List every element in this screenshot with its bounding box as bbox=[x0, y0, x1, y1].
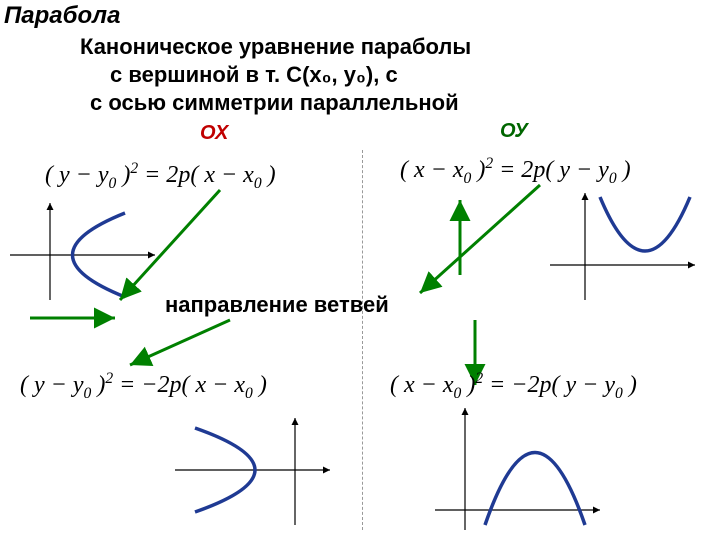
formula-ox-negative: ( y − y0 )2 = −2p( x − x0 ) bbox=[20, 370, 267, 403]
graph-oy-down bbox=[430, 400, 610, 535]
connector-arrows bbox=[0, 0, 720, 540]
formula-oy-negative: ( x − x0 )2 = −2p( y − y0 ) bbox=[390, 370, 637, 403]
graph-ox-left bbox=[170, 410, 340, 530]
